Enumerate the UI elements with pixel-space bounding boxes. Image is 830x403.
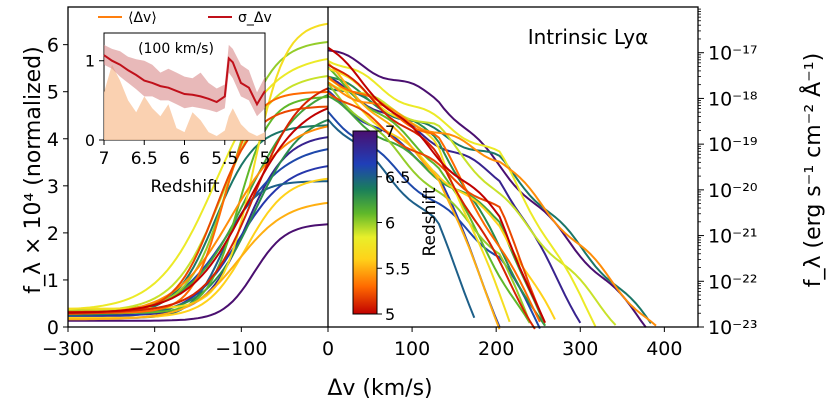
inset-x-tick-label: 5.5	[211, 149, 238, 169]
right-y-tick-label: 10⁻²¹	[708, 226, 757, 248]
right-y-tick-label: 10⁻²²	[708, 271, 757, 293]
left-y-tick-label: 5	[47, 82, 59, 104]
right-y-tick-label: 10⁻¹⁸	[708, 88, 757, 110]
inset-chart: (100 km/s) 7 6.5 6 5.5 5 01 Redshift ⟨Δv⟩ σ_…	[85, 10, 272, 197]
colorbar-tick-label: 6.5	[385, 168, 410, 187]
right-y-axis-label: f_λ (erg s⁻¹ cm⁻² Å⁻¹)	[799, 53, 826, 287]
right-series-line	[327, 49, 647, 328]
colorbar-label: Redshift	[420, 187, 440, 256]
x-axis-ticks: −300 −200 −100 0 100 200 300 400	[42, 327, 682, 360]
right-series-line	[327, 46, 546, 323]
colorbar-tick-label: 5	[385, 305, 395, 324]
right-series-line	[327, 62, 501, 330]
x-tick-label: 300	[562, 338, 598, 360]
inset-x-tick-label: 5	[260, 149, 271, 169]
inset-y-ticks: 01	[85, 52, 104, 150]
left-series-line	[68, 223, 329, 322]
left-series-line	[68, 107, 329, 314]
right-series-line	[327, 75, 546, 327]
left-y-axis-ticks: 0 1 2 3 4 5 6	[47, 35, 68, 339]
colorbar: 7 6.5 6 5.5 5 Redshift	[352, 122, 440, 324]
right-y-tick-label: 10⁻²⁰	[708, 180, 757, 202]
inset-legend: ⟨Δv⟩ σ_Δv	[98, 10, 272, 26]
colorbar-tick-label: 6	[385, 214, 395, 233]
left-y-tick-label: 1	[47, 270, 59, 292]
legend-mean-label: ⟨Δv⟩	[128, 10, 157, 26]
right-y-tick-label: 10⁻²³	[708, 317, 757, 339]
inset-y-tick-label: 1	[85, 52, 95, 71]
inset-mean-dv-area	[104, 64, 265, 140]
x-tick-label: 0	[322, 338, 334, 360]
x-tick-label: 400	[646, 338, 682, 360]
left-y-tick-label: 2	[47, 223, 59, 245]
left-series-line	[68, 105, 329, 315]
inset-y-tick-label: 0	[85, 131, 95, 150]
inset-x-tick-label: 6.5	[131, 149, 158, 169]
left-y-tick-label: 0	[47, 317, 59, 339]
right-series-line	[327, 75, 541, 323]
right-panel-series	[327, 46, 657, 330]
right-series-line	[327, 118, 476, 319]
left-series-line	[68, 165, 329, 318]
right-y-axis-ticks: 10⁻¹⁷ 10⁻¹⁸ 10⁻¹⁹ 10⁻²⁰ 10⁻²¹ 10⁻²² 10⁻²³	[698, 8, 757, 339]
inset-sigma-line	[103, 54, 266, 107]
inset-x-label: Redshift	[150, 177, 219, 197]
legend-sigma-label: σ_Δv	[238, 10, 272, 26]
x-tick-label: 100	[394, 338, 430, 360]
colorbar-gradient	[352, 130, 378, 315]
right-y-tick-label: 10⁻¹⁷	[708, 43, 757, 65]
x-tick-label: 200	[478, 338, 514, 360]
inset-x-tick-label: 6	[179, 149, 190, 169]
right-series-line	[327, 91, 546, 324]
left-y-tick-label: 3	[47, 176, 59, 198]
colorbar-tick-label: 7	[385, 122, 395, 141]
inset-sigma-band	[104, 44, 265, 117]
right-series-line	[327, 60, 597, 327]
plot-annotation: Intrinsic Lyα	[528, 25, 649, 49]
right-y-tick-label: 10⁻¹⁹	[708, 134, 757, 156]
x-tick-label: −200	[129, 338, 181, 360]
inset-x-tick-label: 7	[99, 149, 110, 169]
right-series-line	[327, 77, 556, 320]
x-tick-label: −300	[42, 338, 94, 360]
colorbar-tick-label: 5.5	[385, 259, 410, 278]
right-series-line	[327, 63, 536, 330]
right-series-line	[327, 82, 531, 324]
inset-unit-label: (100 km/s)	[138, 41, 214, 57]
inset-x-ticks: 7 6.5 6 5.5 5	[99, 140, 271, 169]
x-axis-label: Δv (km/s)	[327, 376, 432, 401]
x-tick-label: −100	[215, 338, 267, 360]
left-y-tick-label: 6	[47, 35, 59, 57]
left-y-tick-label: 4	[47, 129, 59, 151]
left-y-axis-label: f_λ × 10⁴ (normalized)	[21, 46, 46, 293]
left-panel-series	[67, 22, 329, 322]
left-series-line	[67, 58, 329, 311]
main-plot-frame	[67, 6, 699, 328]
colorbar-ticks: 7 6.5 6 5.5 5	[377, 122, 410, 324]
left-series-line	[68, 201, 329, 321]
